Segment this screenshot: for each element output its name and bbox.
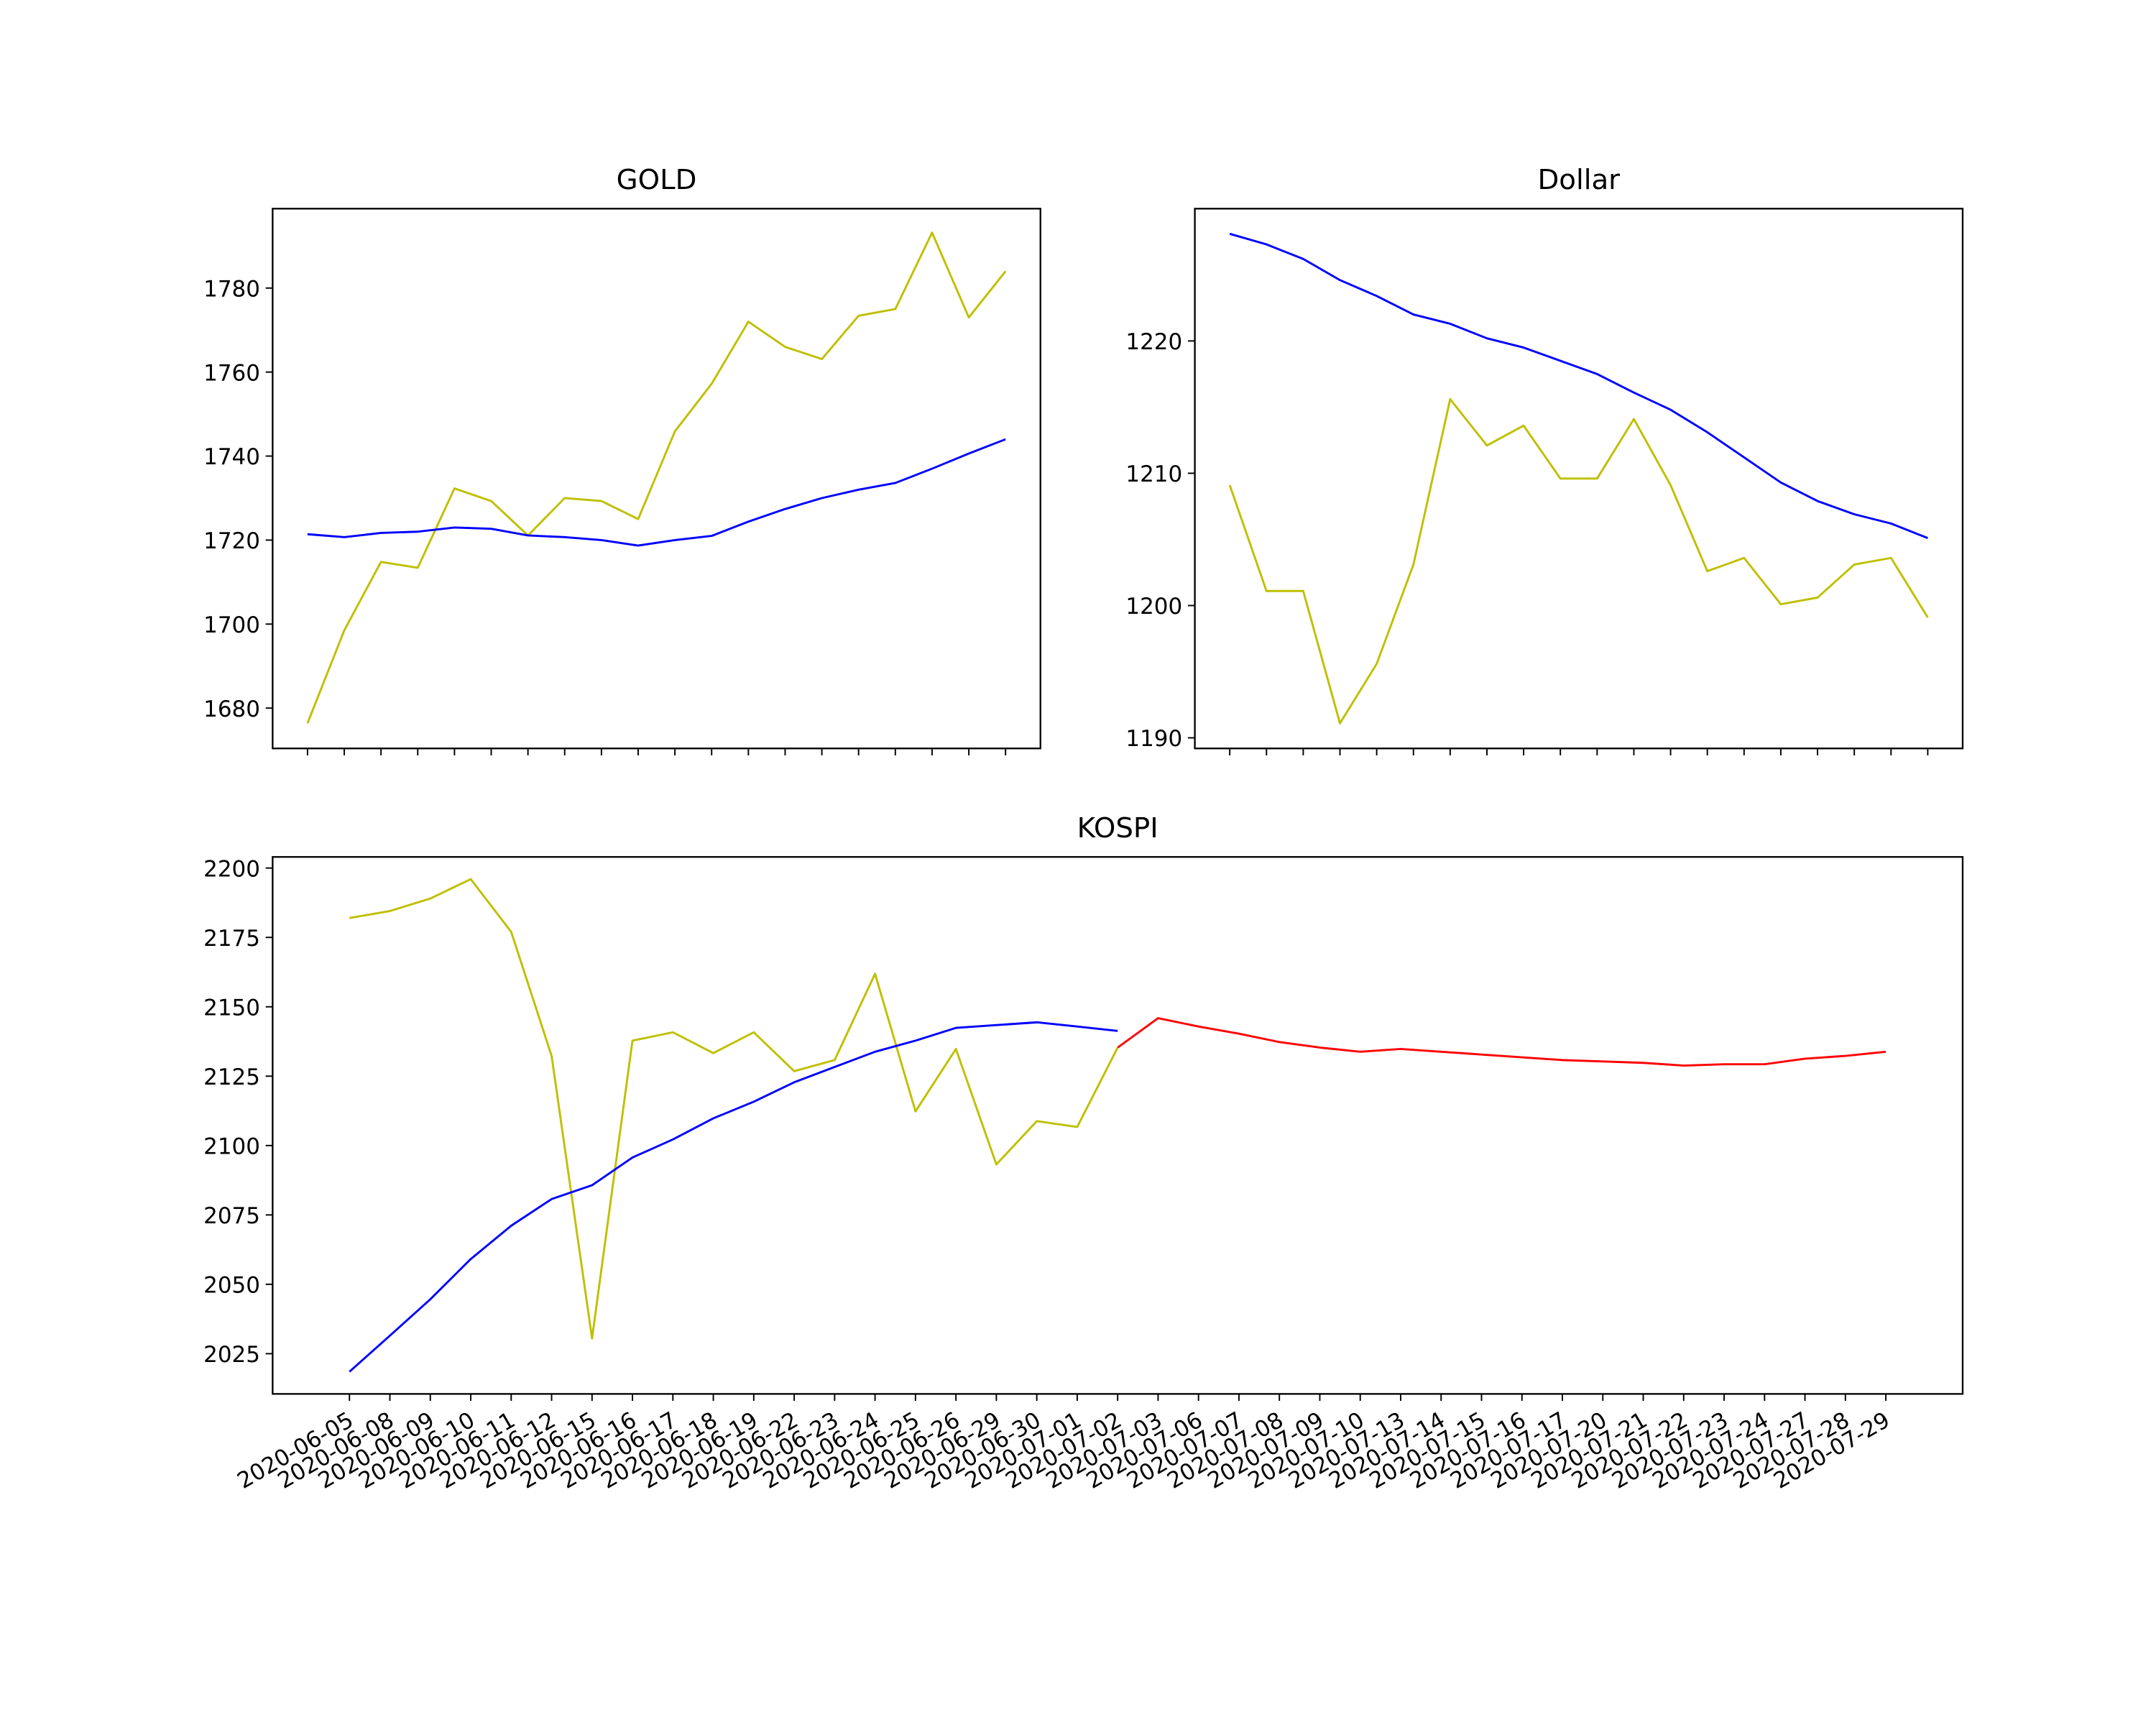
plot-frame: [1194, 208, 1964, 750]
chart-title: GOLD: [617, 164, 697, 196]
y-tick-label: 1220: [1125, 329, 1182, 355]
data-line: [349, 878, 1119, 1340]
y-tick-label: 1740: [203, 444, 260, 470]
y-tick-label: 1210: [1125, 461, 1182, 487]
y-tick-label: 2200: [203, 856, 260, 882]
chart-title: KOSPI: [1077, 812, 1158, 845]
y-tick-label: 2025: [203, 1342, 260, 1368]
y-tick-label: 2150: [203, 995, 260, 1021]
y-tick-label: 2075: [203, 1203, 260, 1229]
y-tick-label: 1780: [203, 276, 260, 302]
y-tick-label: 2100: [203, 1133, 260, 1159]
y-tick-label: 2050: [203, 1272, 260, 1298]
data-line: [1117, 1017, 1886, 1067]
data-line: [306, 231, 1007, 724]
plot-frame: [272, 856, 1964, 1395]
y-tick-label: 1190: [1125, 726, 1182, 752]
data-line: [307, 438, 1006, 547]
y-tick-label: 1760: [203, 360, 260, 386]
y-tick-label: 1700: [203, 612, 260, 638]
plot-frame: [272, 208, 1041, 750]
y-tick-label: 2125: [203, 1064, 260, 1090]
data-line: [1228, 397, 1929, 724]
y-tick-label: 2175: [203, 926, 260, 952]
y-tick-label: 1200: [1125, 594, 1182, 620]
y-tick-label: 1720: [203, 528, 260, 554]
data-line: [349, 1021, 1118, 1373]
chart-title: Dollar: [1537, 164, 1620, 196]
data-line: [1229, 232, 1928, 539]
y-tick-label: 1680: [203, 696, 260, 722]
